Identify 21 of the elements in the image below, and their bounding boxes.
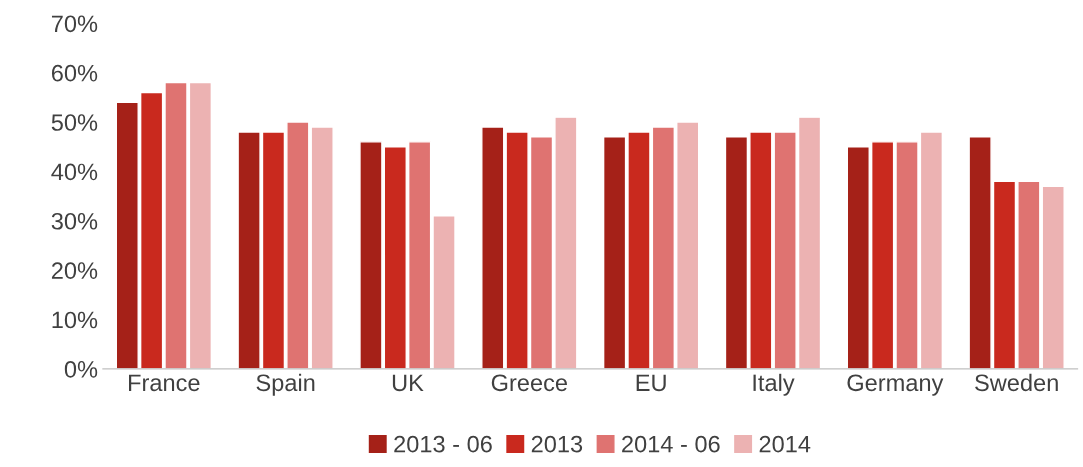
x-tick-label: UK [392,374,424,392]
x-tick-label: Italy [753,373,795,396]
x-tick-label: Spain [256,373,315,396]
y-tick-label: 20% [51,262,98,279]
x-tick-label: Germany [847,374,944,396]
legend-label: 2014 [759,435,811,453]
y-tick-label: 40% [51,163,98,181]
y-tick-label: 0% [64,361,98,378]
legend-label: 2013 - 06 [394,435,492,453]
y-tick-label: 70% [51,15,98,33]
y-tick-label: 30% [51,212,98,230]
x-tick-label: Sweden [975,373,1058,392]
legend-label: 2013 [531,435,583,453]
y-tick-label: 50% [51,114,98,131]
x-tick-label: EU [636,374,666,392]
legend-label: 2014 - 06 [622,435,720,453]
bar [310,126,334,369]
x-tick-label: Greece [491,374,567,392]
y-tick-label: 10% [52,311,98,329]
y-tick-label: 60% [51,64,98,82]
x-tick-label: France [129,374,200,392]
